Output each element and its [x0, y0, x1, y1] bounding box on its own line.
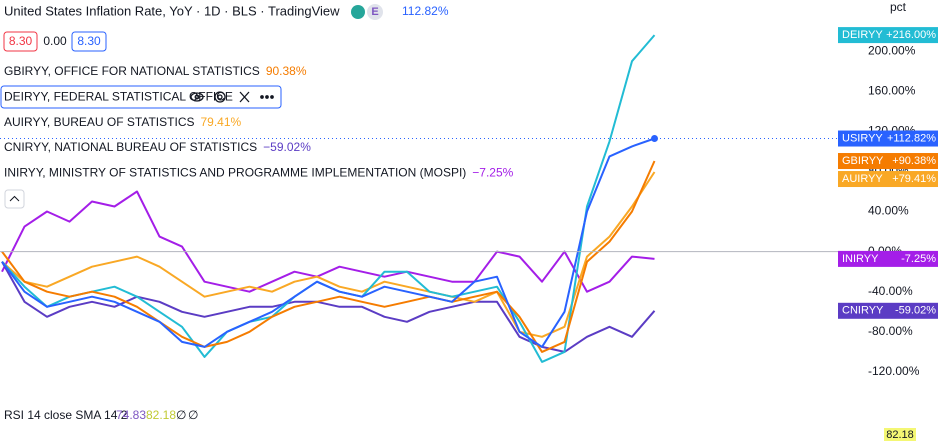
title-value: 112.82% [402, 4, 449, 18]
more-dot [270, 95, 274, 99]
legend-value: 90.38% [266, 64, 307, 78]
price-tag-value: -59.02% [895, 305, 936, 317]
more-dot [265, 95, 269, 99]
legend-label: GBIRYY, OFFICE FOR NATIONAL STATISTICS [4, 64, 260, 78]
badge-text: E [371, 6, 378, 18]
sell-button[interactable] [3, 31, 38, 52]
y-tick-label: 200.00% [868, 43, 916, 57]
legend-icons [190, 91, 274, 103]
price-tag-name: DEIRYY [842, 29, 883, 41]
price-tag-name: CNIRYY [842, 305, 884, 317]
y-tick-label: 160.00% [868, 83, 916, 97]
rsi-label: RSI 14 close SMA 14 2 [4, 408, 128, 422]
collapse-button[interactable] [4, 189, 25, 209]
remove-icon[interactable] [239, 91, 250, 103]
settings-center [217, 94, 223, 100]
overlay: GBIRYY, OFFICE FOR NATIONAL STATISTICS 90… [0, 27, 938, 319]
rsi-sma: 82.18 [146, 408, 176, 422]
legend-label: INIRYY, MINISTRY OF STATISTICS AND PROGR… [4, 165, 466, 179]
buy-button[interactable] [71, 31, 107, 52]
chart-title: United States Inflation Rate, YoY · 1D ·… [4, 3, 340, 18]
status-icon[interactable] [351, 5, 365, 19]
legend-row-selected[interactable] [0, 85, 282, 109]
rsi-tag-text: 82.18 [886, 429, 914, 441]
price-tag [838, 302, 938, 319]
badge[interactable] [367, 4, 383, 20]
series-line [1, 190, 655, 293]
legend-label: DEIRYY, FEDERAL STATISTICAL OFFICE [4, 89, 233, 103]
sell-price: 8.30 [9, 34, 33, 48]
y-tick-label: -80.00% [868, 324, 913, 338]
rsi-tag [884, 428, 916, 441]
price-tag-value: +112.82% [887, 132, 936, 144]
price-tag [838, 153, 938, 170]
price-tag [838, 27, 938, 44]
last-value-dot [651, 135, 658, 143]
series-line [1, 261, 656, 353]
series-line [1, 34, 656, 363]
rsi-extra: ∅ [188, 408, 198, 422]
series-line [1, 160, 656, 353]
y-tick-label: -120.00% [868, 364, 920, 378]
chevron-icon [9, 195, 20, 202]
price-tag-value: -7.25% [901, 253, 936, 265]
legend-label: CNIRYY, NATIONAL BUREAU OF STATISTICS [4, 140, 257, 154]
settings-icon[interactable] [214, 91, 226, 103]
price-tag [838, 130, 938, 147]
y-tick-label: -40.00% [868, 284, 913, 298]
series-line [1, 171, 656, 338]
price-tag-name: AUIRYY [842, 173, 883, 185]
legend-value: 79.41% [200, 115, 241, 129]
y-tick-label: 40.00% [868, 204, 909, 218]
rsi-extra: ∅ [176, 408, 186, 422]
eye-pupil [194, 94, 200, 100]
price-tag-name: GBIRYY [842, 155, 884, 167]
price-tag-name: USIRYY [842, 132, 883, 144]
eye-icon[interactable] [190, 92, 204, 102]
rsi-value: 74.83 [116, 408, 146, 422]
legend-label: AUIRYY, BUREAU OF STATISTICS [4, 115, 194, 129]
legend-value: −59.02% [263, 140, 311, 154]
legend-value: −7.25% [472, 165, 513, 179]
more-icon[interactable] [260, 95, 264, 99]
price-tag-value: +79.41% [892, 173, 936, 185]
unit-label: pct [890, 0, 907, 14]
series-line [1, 137, 655, 348]
price-tag [838, 250, 938, 267]
buy-price: 8.30 [77, 34, 101, 48]
price-tag [838, 171, 938, 188]
price-tag-name: INIRYY [842, 253, 879, 265]
spread: 0.00 [43, 34, 67, 48]
price-tag-value: +216.00% [886, 29, 936, 41]
price-tag-value: +90.38% [892, 155, 936, 167]
